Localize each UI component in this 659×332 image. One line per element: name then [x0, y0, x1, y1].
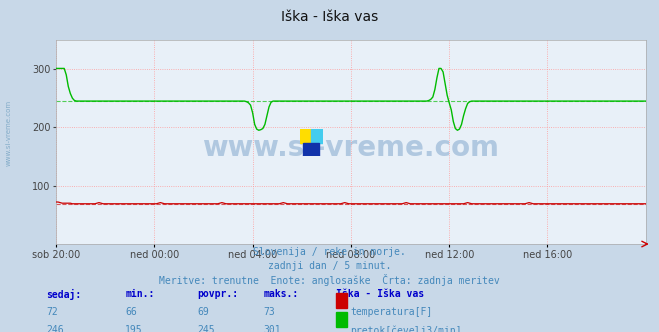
Text: 69: 69 — [198, 307, 210, 317]
Text: Meritve: trenutne  Enote: anglosaške  Črta: zadnja meritev: Meritve: trenutne Enote: anglosaške Črta… — [159, 274, 500, 286]
Text: 245: 245 — [198, 325, 215, 332]
Text: 72: 72 — [46, 307, 58, 317]
Bar — [300, 129, 312, 143]
Bar — [303, 143, 320, 156]
Text: 246: 246 — [46, 325, 64, 332]
Text: pretok[čevelj3/min]: pretok[čevelj3/min] — [351, 325, 462, 332]
Text: zadnji dan / 5 minut.: zadnji dan / 5 minut. — [268, 261, 391, 271]
Text: www.si-vreme.com: www.si-vreme.com — [202, 134, 500, 162]
Text: www.si-vreme.com: www.si-vreme.com — [5, 100, 11, 166]
Text: Slovenija / reke in morje.: Slovenija / reke in morje. — [253, 247, 406, 257]
Text: 73: 73 — [264, 307, 275, 317]
Text: povpr.:: povpr.: — [198, 289, 239, 299]
Bar — [312, 129, 323, 143]
Text: maks.:: maks.: — [264, 289, 299, 299]
Text: sedaj:: sedaj: — [46, 289, 81, 300]
Text: 195: 195 — [125, 325, 143, 332]
Text: min.:: min.: — [125, 289, 155, 299]
Text: 66: 66 — [125, 307, 137, 317]
Text: Iška - Iška vas: Iška - Iška vas — [336, 289, 424, 299]
Text: Iška - Iška vas: Iška - Iška vas — [281, 10, 378, 24]
Text: temperatura[F]: temperatura[F] — [351, 307, 433, 317]
Text: 301: 301 — [264, 325, 281, 332]
